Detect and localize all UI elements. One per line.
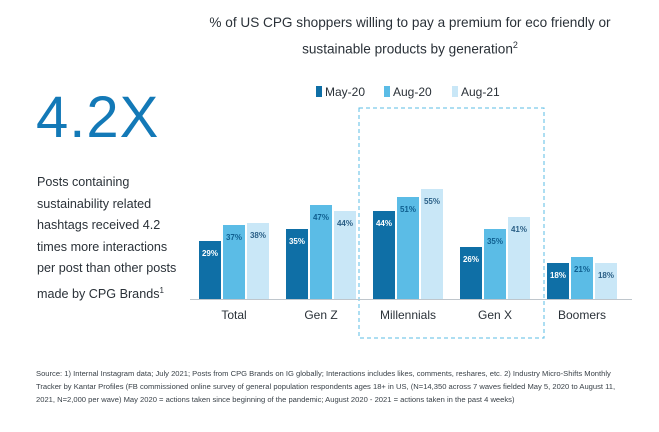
- data-label: 26%: [463, 255, 479, 264]
- x-tick-label: Millennials: [380, 308, 436, 322]
- bar: [571, 257, 593, 299]
- legend-label: Aug-20: [393, 85, 432, 99]
- data-label: 51%: [400, 205, 416, 214]
- data-label: 44%: [337, 219, 353, 228]
- bar: [421, 189, 443, 299]
- data-label: 29%: [202, 249, 218, 258]
- bar: [223, 225, 245, 299]
- stat-value: 4.2X: [36, 85, 160, 150]
- legend-swatch: [452, 86, 458, 97]
- chart-title-text: % of US CPG shoppers willing to pay a pr…: [209, 15, 611, 57]
- chart-title-footnote-mark: 2: [512, 40, 518, 50]
- highlight-box: [358, 107, 545, 339]
- source-footnote: Source: 1) Internal Instagram data; July…: [36, 369, 616, 404]
- legend-swatch: [384, 86, 390, 97]
- bar: [460, 247, 482, 299]
- x-tick-label: Total: [221, 308, 246, 322]
- bar: [286, 229, 308, 299]
- bar: [397, 197, 419, 299]
- data-label: 55%: [424, 197, 440, 206]
- chart-title: % of US CPG shoppers willing to pay a pr…: [200, 12, 620, 61]
- x-tick-label: Boomers: [558, 308, 606, 322]
- bar: [247, 223, 269, 299]
- legend-label: Aug-21: [461, 85, 500, 99]
- bar-chart: May-20 Aug-20 Aug-21 29% 37% 38% Total 35% 47% 44…: [190, 85, 632, 339]
- x-tick-label: Gen X: [478, 308, 512, 322]
- data-label: 18%: [550, 271, 566, 280]
- data-label: 47%: [313, 213, 329, 222]
- legend-swatch: [316, 86, 322, 97]
- bar: [334, 211, 356, 299]
- data-label: 18%: [598, 271, 614, 280]
- stat-description: Posts containing sustainability related …: [37, 172, 187, 305]
- bar: [310, 205, 332, 299]
- data-label: 35%: [289, 237, 305, 246]
- x-tick-label: Gen Z: [304, 308, 337, 322]
- data-label: 44%: [376, 219, 392, 228]
- legend-label: May-20: [325, 85, 365, 99]
- stat-footnote-mark: 1: [159, 285, 164, 295]
- data-label: 35%: [487, 237, 503, 246]
- data-label: 37%: [226, 233, 242, 242]
- stat-description-text: Posts containing sustainability related …: [37, 175, 177, 301]
- data-label: 41%: [511, 225, 527, 234]
- bar: [508, 217, 530, 299]
- data-label: 38%: [250, 231, 266, 240]
- bar: [199, 241, 221, 299]
- bar: [595, 263, 617, 299]
- data-label: 21%: [574, 265, 590, 274]
- bar: [484, 229, 506, 299]
- bar: [373, 211, 395, 299]
- bar: [547, 263, 569, 299]
